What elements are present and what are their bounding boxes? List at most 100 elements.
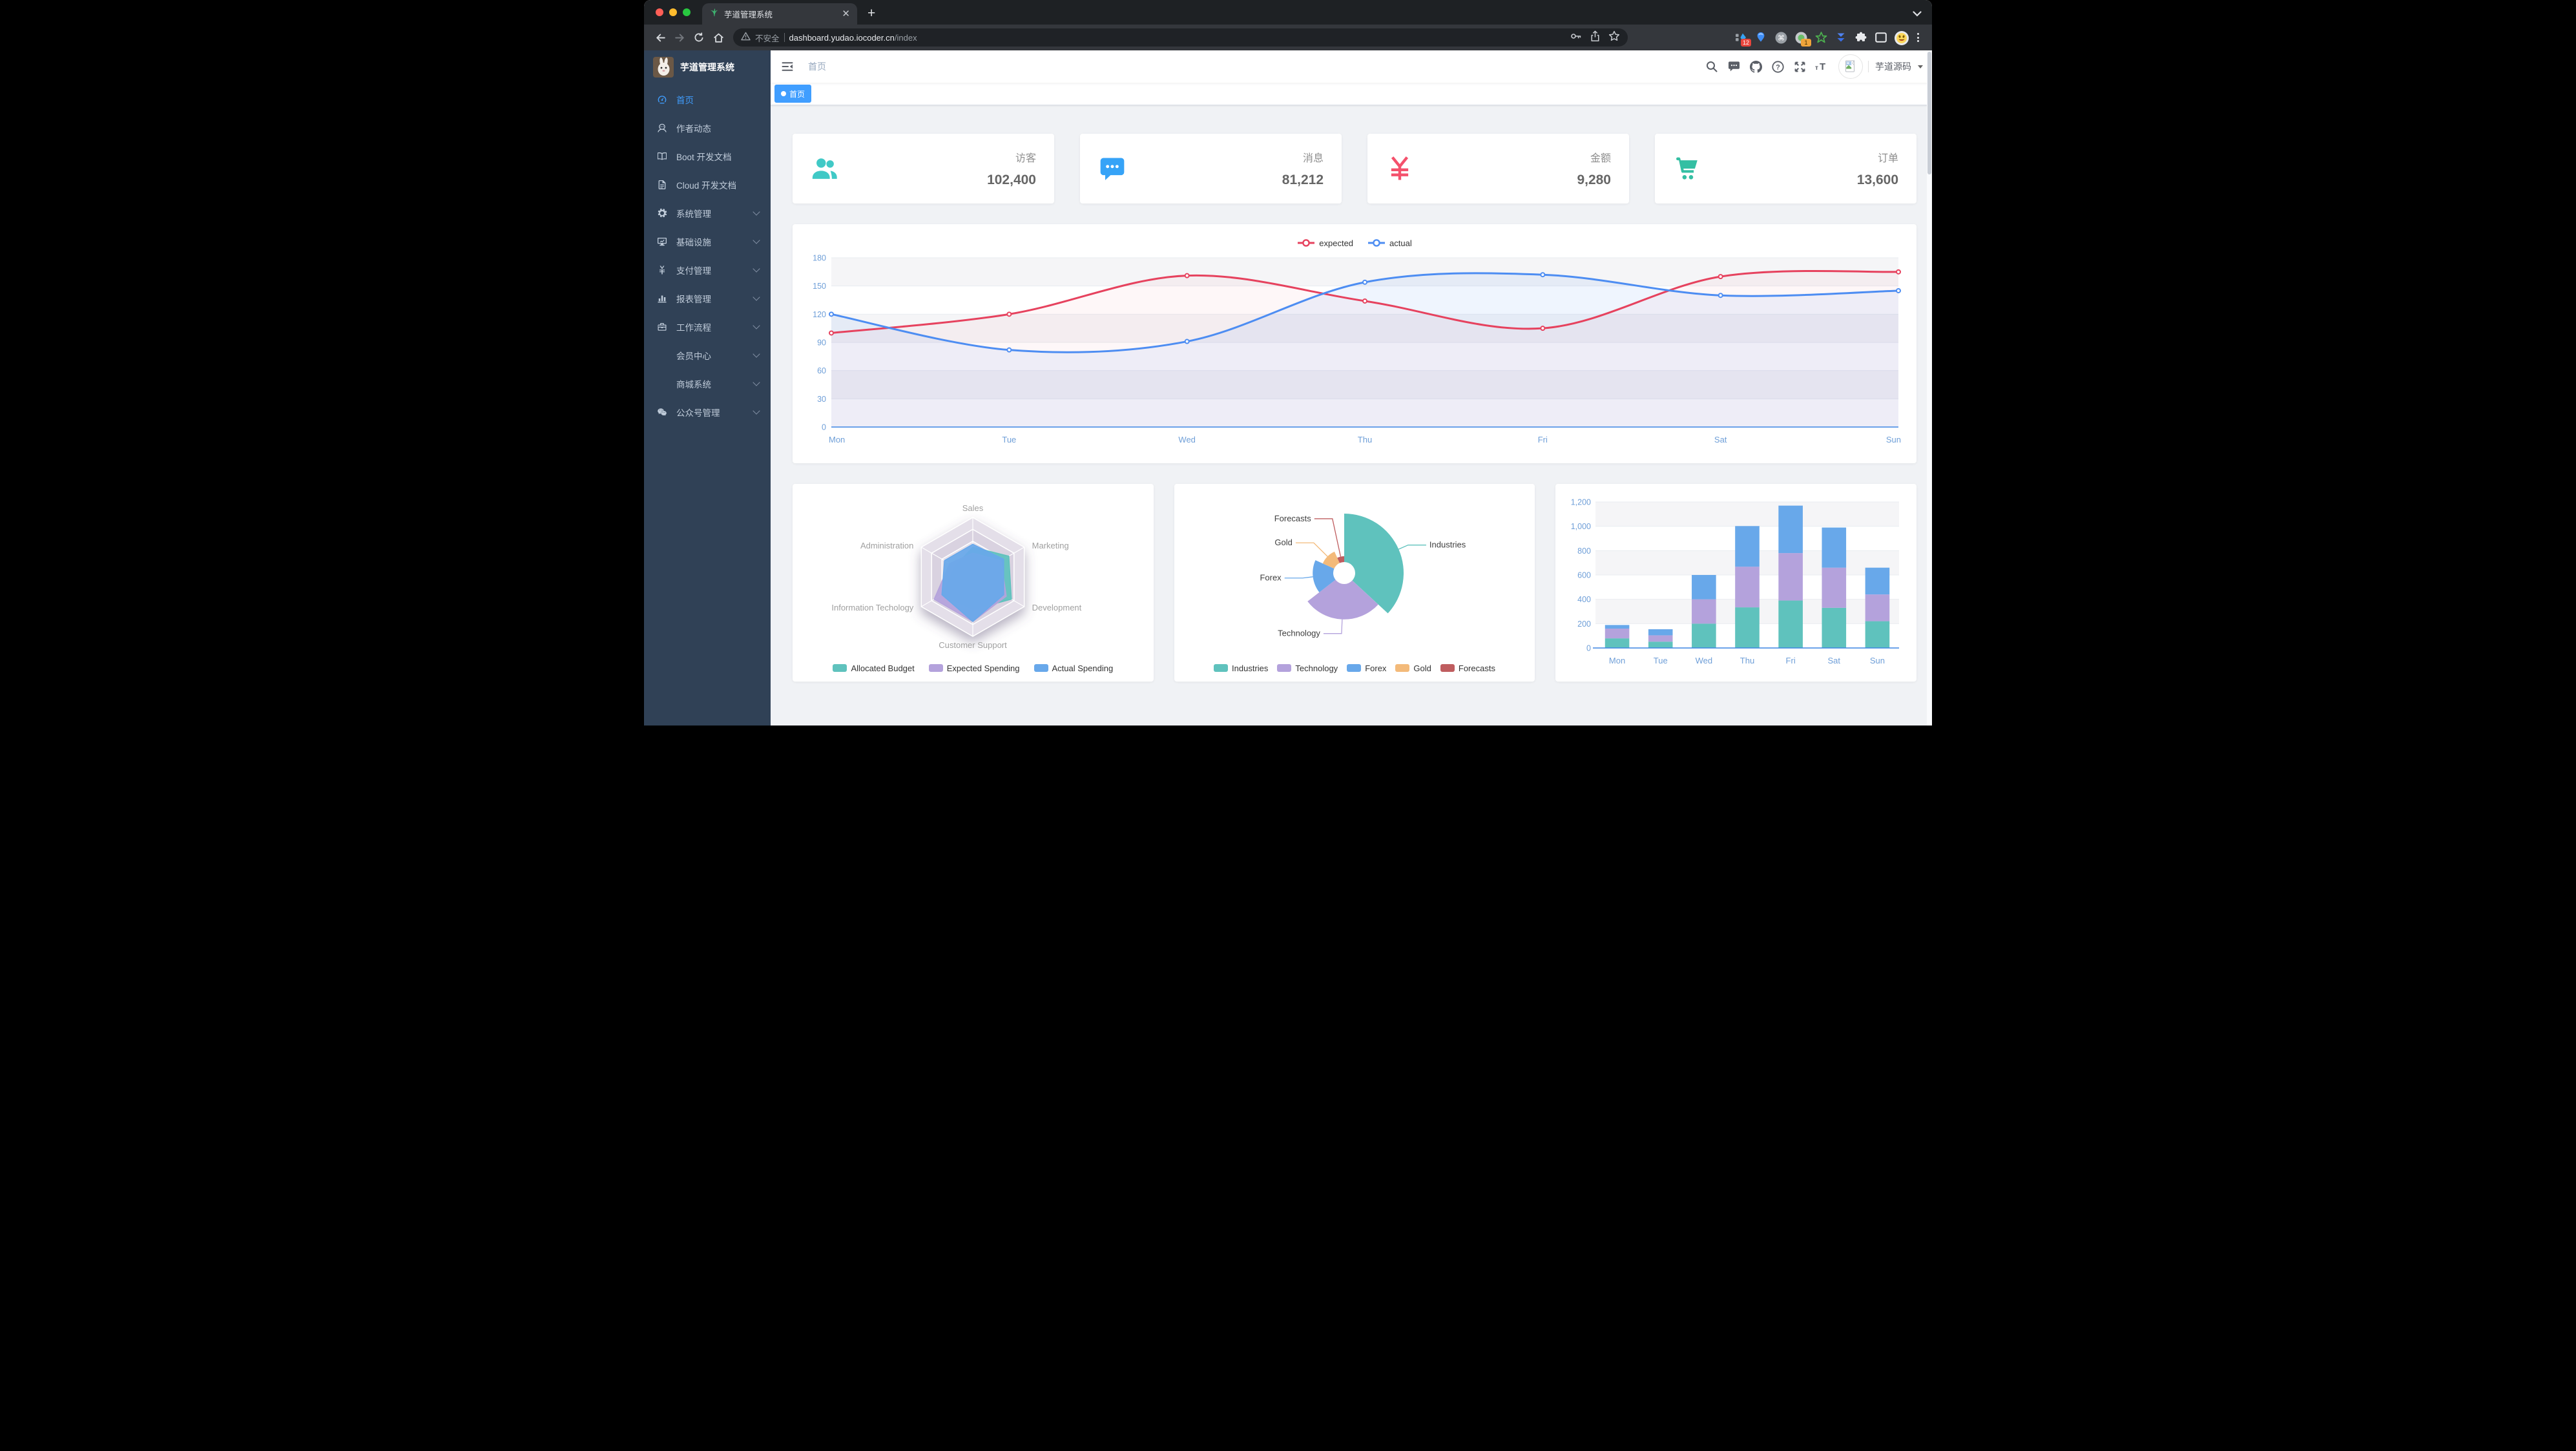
- line-chart[interactable]: 0 30 60 90 120 150 180 Mon Tue Wed Thu Fri Sat Sun: [803, 251, 1906, 452]
- document-icon: [657, 180, 667, 190]
- stat-card-0[interactable]: 访客 102,400: [793, 134, 1054, 204]
- legend-swatch: [1277, 664, 1292, 672]
- svg-text:Sun: Sun: [1870, 656, 1885, 665]
- pie-chart[interactable]: Industries Technology Forex Gold Forecasts: [1185, 494, 1524, 658]
- forward-icon[interactable]: [670, 28, 689, 47]
- legend-item[interactable]: Technology: [1277, 663, 1338, 673]
- sidebar-item-system[interactable]: 系统管理: [644, 199, 771, 227]
- bar-chart[interactable]: 0 200 400 600 800 1,000 1,200 Mon Tue Wed Thu Fri Sa…: [1566, 494, 1906, 671]
- legend-item[interactable]: Expected Spending: [928, 663, 1020, 673]
- sidebar-item-author[interactable]: 作者动态: [644, 114, 771, 142]
- close-window-button[interactable]: [656, 8, 663, 16]
- extension-star-icon[interactable]: [1814, 31, 1827, 44]
- legend-item[interactable]: Allocated Budget: [833, 663, 915, 673]
- back-icon[interactable]: [650, 28, 670, 47]
- browser-tab[interactable]: 芋道管理系统 ✕: [702, 3, 857, 25]
- stat-card-3[interactable]: 订单 13,600: [1655, 134, 1916, 204]
- sidebar-item-label: 公众号管理: [676, 408, 720, 418]
- bookmark-star-icon[interactable]: [1608, 30, 1620, 45]
- radar-chart[interactable]: Sales Marketing Development Customer Suppor…: [803, 494, 1143, 658]
- stat-label: 金额: [1590, 153, 1611, 164]
- minimize-window-button[interactable]: [669, 8, 677, 16]
- app-logo[interactable]: 芋道管理系统: [644, 50, 771, 81]
- sidebar-item-report[interactable]: 报表管理: [644, 284, 771, 313]
- stat-value: 13,600: [1856, 172, 1898, 187]
- user-avatar[interactable]: [1838, 54, 1863, 79]
- sidebar-item-infra[interactable]: 基础设施: [644, 227, 771, 256]
- search-icon[interactable]: [1701, 56, 1722, 77]
- browser-menu-icon[interactable]: [1915, 33, 1922, 42]
- sidebar-item-cloud-docs[interactable]: Cloud 开发文档: [644, 171, 771, 199]
- legend-swatch: [1347, 664, 1362, 672]
- legend-item[interactable]: Actual Spending: [1034, 663, 1113, 673]
- extension-grid-diamond-icon[interactable]: 12: [1734, 31, 1751, 47]
- extension-green-dot-icon[interactable]: 1: [1794, 31, 1811, 47]
- svg-text:Industries: Industries: [1429, 540, 1466, 550]
- sidebar-item-mall[interactable]: 商城系统: [644, 370, 771, 398]
- home-icon[interactable]: [709, 28, 728, 47]
- legend-item-expected[interactable]: expected: [1297, 238, 1353, 248]
- people-icon: [809, 153, 840, 184]
- zoom-window-button[interactable]: [683, 8, 691, 16]
- sidebar-item-label: 工作流程: [676, 323, 711, 333]
- extension-chevrons-icon[interactable]: [1834, 31, 1847, 44]
- sidebar-item-boot-docs[interactable]: Boot 开发文档: [644, 142, 771, 171]
- legend-item[interactable]: Gold: [1395, 663, 1431, 673]
- extensions-puzzle-icon[interactable]: [1854, 31, 1867, 44]
- svg-text:600: 600: [1577, 571, 1591, 580]
- legend-swatch: [1395, 664, 1410, 672]
- tab-close-icon[interactable]: ✕: [842, 8, 850, 19]
- stat-card-2[interactable]: 金额 9,280: [1367, 134, 1629, 204]
- legend-item[interactable]: Industries: [1214, 663, 1268, 673]
- address-bar[interactable]: 不安全 dashboard.yudao.iocoder.cn/index: [733, 28, 1628, 47]
- sidebar-item-pay[interactable]: 支付管理: [644, 256, 771, 284]
- reload-icon[interactable]: [689, 28, 709, 47]
- svg-text:Forecasts: Forecasts: [1274, 514, 1311, 523]
- username[interactable]: 芋道源码: [1875, 61, 1911, 72]
- svg-text:Wed: Wed: [1696, 656, 1713, 665]
- sidebar-item-workflow[interactable]: 工作流程: [644, 313, 771, 341]
- legend-item[interactable]: Forex: [1347, 663, 1386, 673]
- sidebar-menu: 首页 作者动态 Boot 开发文档 Cloud 开发文档 系统管理 基础设施支付管理报表管…: [644, 85, 771, 426]
- stat-card-1[interactable]: 消息 81,212: [1080, 134, 1342, 204]
- shopping-cart-icon: [1672, 153, 1703, 184]
- hamburger-icon[interactable]: [771, 50, 804, 83]
- user-dropdown-caret-icon[interactable]: [1918, 65, 1923, 68]
- breadcrumb[interactable]: 首页: [808, 61, 826, 72]
- message-icon[interactable]: [1723, 56, 1744, 77]
- stat-label: 消息: [1302, 153, 1324, 164]
- sidebar-item-label: 支付管理: [676, 266, 711, 276]
- legend-item-actual[interactable]: actual: [1367, 238, 1412, 248]
- legend-item[interactable]: Forecasts: [1440, 663, 1495, 673]
- share-icon[interactable]: [1590, 30, 1601, 45]
- line-chart-legend: expected actual: [803, 235, 1906, 251]
- chevron-down-icon: [753, 265, 760, 273]
- help-icon[interactable]: ?: [1767, 56, 1788, 77]
- bar-chart-card: 0 200 400 600 800 1,000 1,200 Mon Tue Wed Thu Fri Sa…: [1555, 484, 1917, 682]
- side-panel-icon[interactable]: [1875, 31, 1887, 44]
- extension-balloon-icon[interactable]: [1754, 31, 1767, 44]
- url-text[interactable]: dashboard.yudao.iocoder.cn/index: [789, 32, 917, 43]
- scrollbar-thumb[interactable]: [1927, 52, 1931, 174]
- svg-text:Development: Development: [1032, 603, 1082, 612]
- profile-avatar[interactable]: [1895, 31, 1909, 45]
- svg-text:Information Techology: Information Techology: [831, 603, 913, 612]
- sidebar-item-mp[interactable]: 公众号管理: [644, 398, 771, 426]
- new-tab-button[interactable]: +: [867, 6, 876, 21]
- sidebar-item-home[interactable]: 首页: [644, 85, 771, 114]
- password-key-icon[interactable]: [1570, 30, 1582, 45]
- github-icon[interactable]: [1745, 56, 1766, 77]
- scrollbar[interactable]: [1927, 50, 1932, 725]
- pie-chart-card: Industries Technology Forex Gold Forecasts I…: [1174, 484, 1535, 682]
- svg-text:Tue: Tue: [1002, 435, 1016, 444]
- fullscreen-icon[interactable]: [1789, 56, 1810, 77]
- sidebar-item-member[interactable]: 会员中心: [644, 341, 771, 370]
- tag-active-dot: [781, 91, 786, 96]
- gear-icon: [657, 208, 667, 218]
- security-label[interactable]: 不安全: [755, 34, 780, 43]
- tag-home[interactable]: 首页: [774, 85, 812, 103]
- tab-search-chevron-icon[interactable]: [1913, 8, 1922, 20]
- extension-command-icon[interactable]: ⌘: [1774, 31, 1787, 44]
- line-chart-card: expected actual 0 30 60 90 120 150 180 Mon Tue Wed…: [793, 224, 1916, 463]
